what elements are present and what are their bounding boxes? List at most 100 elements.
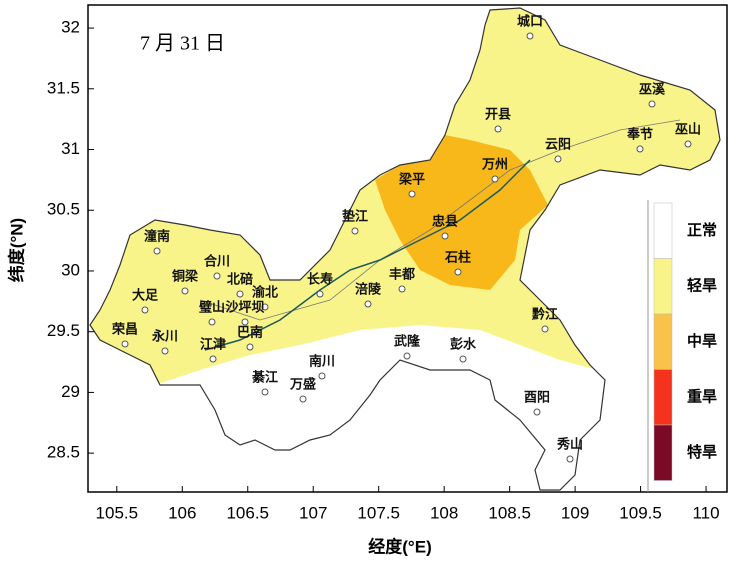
city-label: 大足 — [132, 287, 159, 302]
city-label: 涪陵 — [355, 281, 382, 296]
x-tick-label: 109.5 — [619, 503, 662, 522]
city-dot — [441, 232, 449, 240]
city-label: 合川 — [204, 253, 230, 268]
city-dot — [241, 318, 249, 326]
city-label: 长寿 — [307, 271, 333, 286]
city-dot — [161, 347, 169, 355]
y-tick-label: 30.5 — [47, 200, 80, 219]
city-dot — [494, 125, 502, 133]
legend-swatch — [653, 313, 673, 370]
y-tick-label: 31.5 — [47, 78, 80, 97]
x-tick-label: 108.5 — [488, 503, 531, 522]
x-tick-label: 106 — [168, 503, 196, 522]
city-label: 万盛 — [289, 376, 316, 391]
city-dot — [213, 272, 221, 280]
y-tick-label: 28.5 — [47, 443, 80, 462]
city-label: 梁平 — [398, 171, 425, 186]
legend-label: 重旱 — [687, 387, 717, 405]
city-dot — [153, 247, 161, 255]
y-tick-label: 29 — [61, 382, 80, 401]
city-dot — [261, 303, 269, 311]
x-tick-label: 107.5 — [357, 503, 400, 522]
city-dot — [209, 355, 217, 363]
legend-swatch — [653, 424, 673, 481]
city-dot — [316, 290, 324, 298]
region-outline — [89, 7, 721, 491]
city-dot — [141, 306, 149, 314]
city-label: 酉阳 — [524, 389, 550, 404]
x-axis-title: 经度(°E) — [368, 536, 431, 556]
city-dot — [181, 287, 189, 295]
city-dot — [403, 352, 411, 360]
city-dot — [554, 155, 562, 163]
city-label: 彭水 — [450, 336, 477, 351]
city-label: 忠县 — [432, 213, 458, 228]
x-tick-label: 108 — [430, 503, 458, 522]
city-label: 巴南 — [237, 324, 263, 339]
city-label: 巫山 — [675, 121, 701, 136]
x-tick-label: 107 — [299, 503, 327, 522]
city-label: 丰都 — [389, 266, 415, 281]
city-dot — [246, 343, 254, 351]
y-axis-title: 纬度(°N) — [6, 218, 26, 282]
legend-swatch — [653, 258, 673, 315]
city-dot — [491, 175, 499, 183]
city-label: 秀山 — [556, 436, 583, 451]
city-dot — [533, 408, 541, 416]
legend-label: 正常 — [687, 221, 717, 239]
city-label: 江津 — [200, 336, 226, 351]
city-label: 黔江 — [532, 306, 558, 321]
city-label: 城口 — [517, 13, 543, 28]
legend-label: 特旱 — [687, 443, 717, 461]
x-tick-label: 110 — [692, 503, 719, 522]
y-tick-label: 32 — [61, 18, 80, 37]
city-label: 云阳 — [545, 136, 571, 151]
city-label: 铜梁 — [171, 268, 199, 283]
legend-swatch — [653, 369, 673, 426]
city-dot — [318, 372, 326, 380]
city-label: 北碚 — [227, 271, 253, 286]
city-dot — [208, 318, 216, 326]
y-tick-label: 30 — [61, 260, 80, 279]
county-borders — [199, 119, 681, 321]
city-dot — [299, 395, 307, 403]
city-dot — [459, 355, 467, 363]
city-label: 石柱 — [444, 249, 471, 264]
x-tick-label: 105.5 — [96, 503, 139, 522]
city-label: 永川 — [151, 328, 178, 343]
city-label: 璧山 — [199, 299, 225, 314]
city-label: 沙坪坝 — [225, 299, 264, 314]
legend-label: 轻旱 — [687, 276, 717, 294]
date-label: 7 月 31 日 — [140, 33, 225, 55]
city-dot — [364, 300, 372, 308]
city-dot — [398, 285, 406, 293]
city-dot — [121, 340, 129, 348]
city-label: 开县 — [485, 106, 511, 121]
city-label: 南川 — [309, 353, 335, 368]
city-dot — [408, 190, 416, 198]
city-label: 奉节 — [626, 126, 653, 141]
city-label: 垫江 — [342, 208, 368, 223]
legend-label: 中旱 — [687, 332, 717, 350]
city-label: 綦江 — [251, 369, 278, 384]
river — [204, 159, 531, 351]
city-dot — [261, 388, 269, 396]
city-label: 巫溪 — [639, 81, 666, 96]
y-tick-label: 29.5 — [47, 321, 80, 340]
city-dot — [454, 268, 462, 276]
city-dot — [236, 290, 244, 298]
city-label: 渝北 — [252, 284, 278, 299]
city-dot — [351, 227, 359, 235]
x-tick-label: 109 — [561, 503, 589, 522]
x-tick-label: 106.5 — [226, 503, 269, 522]
city-dot — [566, 455, 574, 463]
city-dot — [636, 145, 644, 153]
city-label: 荣昌 — [111, 321, 138, 336]
city-dot — [648, 100, 656, 108]
city-label: 万州 — [481, 156, 508, 171]
city-dot — [684, 140, 692, 148]
city-dot — [526, 32, 534, 40]
city-label: 潼南 — [144, 228, 170, 243]
city-dot — [541, 325, 549, 333]
